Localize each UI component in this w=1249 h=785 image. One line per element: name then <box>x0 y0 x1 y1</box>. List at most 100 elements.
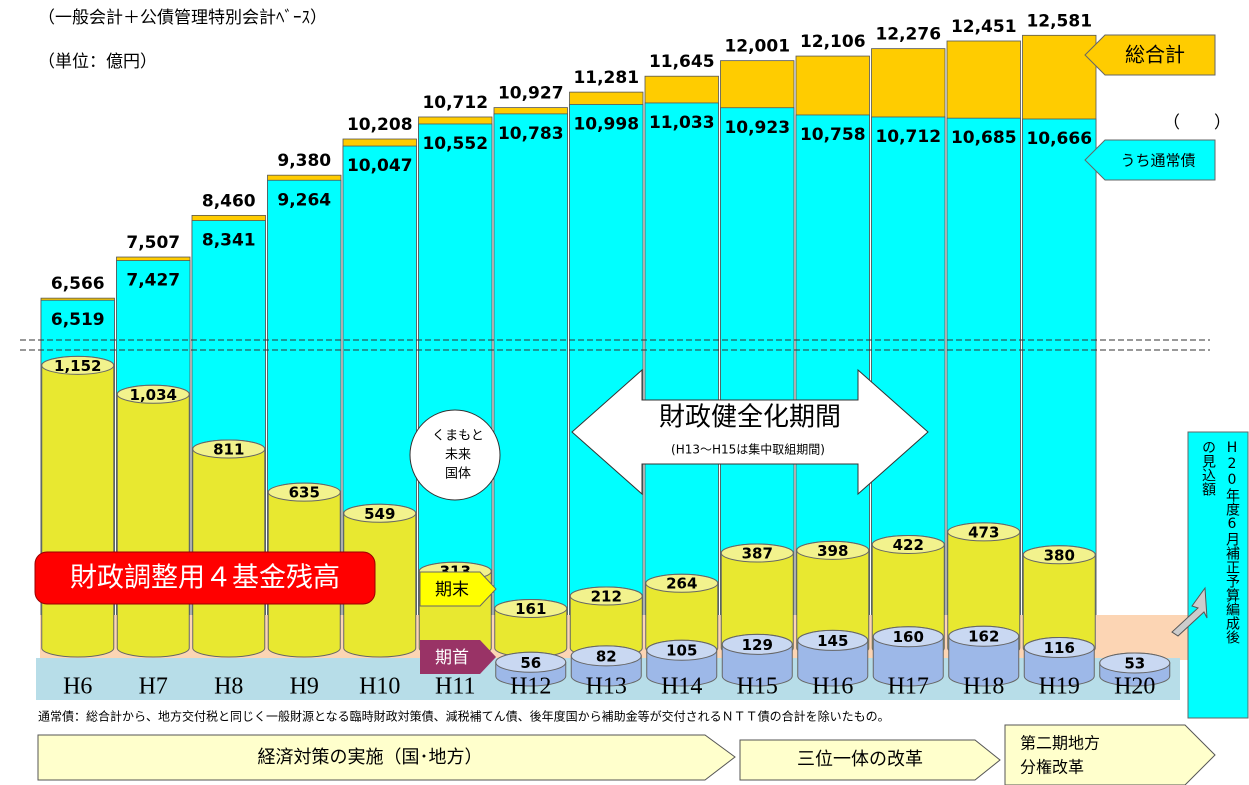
cylinder-top <box>116 384 190 404</box>
cylinder-label: 1,034 <box>130 386 177 404</box>
value-label: 7,427 <box>126 271 180 291</box>
value-label: 10,783 <box>498 124 564 144</box>
normal-tag <box>1084 139 1216 181</box>
cylinder-label: 549 <box>364 505 395 523</box>
x-tick-label: H9 <box>290 674 319 700</box>
value-label: 12,451 <box>951 17 1017 37</box>
cylinder-label: 387 <box>742 545 773 563</box>
value-label: 8,341 <box>202 231 256 251</box>
cylinder-label: 129 <box>742 636 773 654</box>
cylinder-top <box>948 625 1020 647</box>
cylinder-label: 116 <box>1044 639 1075 657</box>
period-arrow <box>571 368 929 496</box>
cylinder-top <box>1023 637 1095 659</box>
cylinder-label: 105 <box>666 642 697 660</box>
phase-label: 分権改革 <box>1020 758 1084 777</box>
cylinder-top <box>872 626 944 648</box>
period-title: 財政健全化期間 <box>659 403 841 433</box>
value-label: 6,519 <box>51 310 105 330</box>
cylinder-label: 82 <box>596 647 617 665</box>
paren: （ ） <box>1163 113 1231 133</box>
value-label: 12,276 <box>875 25 941 45</box>
cylinder <box>116 384 190 658</box>
value-label: 11,033 <box>649 113 715 133</box>
start-tag <box>420 640 496 674</box>
x-tick-label: H13 <box>586 674 627 700</box>
event-text: 国体 <box>445 467 471 482</box>
value-label: 12,581 <box>1026 11 1092 31</box>
x-tick-label: H8 <box>214 674 243 700</box>
cylinder-label: 635 <box>289 484 320 502</box>
phase-arrow <box>37 734 736 781</box>
value-label: 11,281 <box>573 68 639 88</box>
end-tag <box>419 571 497 607</box>
x-tick-label: H15 <box>737 674 778 700</box>
cylinder-top <box>1022 545 1096 565</box>
cylinder-top <box>720 543 794 563</box>
cylinder-top <box>645 573 719 593</box>
start-label: 期首 <box>435 648 469 668</box>
total-tag <box>1084 34 1216 76</box>
cylinder-label: 162 <box>968 628 999 646</box>
value-label: 6,566 <box>51 274 105 294</box>
cylinder-top <box>41 355 115 375</box>
cylinder-label: 398 <box>817 542 848 560</box>
value-label: 10,758 <box>800 125 866 145</box>
x-tick-label: H19 <box>1039 674 1080 700</box>
cylinder-top <box>569 586 643 606</box>
value-label: 10,923 <box>724 118 790 138</box>
value-label: 9,264 <box>277 190 331 210</box>
cylinder-label: 473 <box>968 523 999 541</box>
value-label: 7,507 <box>126 233 180 253</box>
cylinder-top <box>343 503 417 523</box>
x-tick-label: H6 <box>63 674 92 700</box>
cylinder-label: 264 <box>666 575 697 593</box>
bar <box>644 102 719 656</box>
value-label: 10,208 <box>347 115 413 135</box>
x-tick-label: H17 <box>888 674 929 700</box>
funds-box <box>34 551 376 605</box>
x-tick-label: H11 <box>435 674 475 700</box>
x-tick-label: H12 <box>510 674 551 700</box>
value-label: 10,685 <box>951 128 1017 148</box>
footnote: 通常債：総合計から、地方交付税と同じく一般財源となる臨時財政対策債、減税補てん債… <box>38 709 890 724</box>
cylinder-top <box>192 439 266 459</box>
note-box <box>1187 431 1249 719</box>
cylinder-top <box>494 598 568 618</box>
event-text: 未来 <box>445 448 471 463</box>
header-basis: （一般会計＋公債管理特別会計ﾍﾞｰｽ） <box>38 8 327 28</box>
cylinder-label: 145 <box>817 632 848 650</box>
cylinder-label: 1,152 <box>54 357 101 375</box>
event-circle <box>409 409 501 501</box>
cylinder-label: 212 <box>591 587 622 605</box>
normal-label: うち通常債 <box>1120 152 1195 170</box>
cylinder-label: 380 <box>1044 546 1075 564</box>
cylinder-top <box>871 534 945 554</box>
categories: H6 H7 H8 H9 H10 H11 H12 H13 H14 H15 H16 H17 H18 H19 H2… <box>63 674 1155 700</box>
value-label: 10,047 <box>347 156 413 176</box>
phase-arrow <box>1004 724 1216 785</box>
value-label: 10,666 <box>1026 129 1092 149</box>
cylinder-top <box>1099 652 1171 674</box>
funds-label: 財政調整用４基金残高 <box>70 563 340 594</box>
cylinder <box>41 355 115 658</box>
note-text: の見込額 <box>1200 440 1216 496</box>
bar <box>493 113 568 656</box>
value-label: 10,712 <box>422 93 488 113</box>
phase-label: 経済対策の実施（国･地方） <box>258 747 483 768</box>
cylinder-top <box>797 629 869 651</box>
value-label: 10,552 <box>422 134 488 154</box>
x-tick-label: H16 <box>812 674 853 700</box>
cylinder-top <box>570 645 642 667</box>
cylinder-top <box>796 540 870 560</box>
cylinder-top <box>495 651 567 673</box>
phase-label: 三位一体の改革 <box>797 749 923 770</box>
cylinder-top <box>646 639 718 661</box>
value-label: 10,712 <box>875 127 941 147</box>
phase-arrow <box>739 739 1001 781</box>
cylinder <box>192 439 266 658</box>
cylinder-label: 53 <box>1124 654 1145 672</box>
cylinder-label: 56 <box>520 654 541 672</box>
cylinder-label: 161 <box>515 600 546 618</box>
value-label: 11,645 <box>649 52 715 72</box>
